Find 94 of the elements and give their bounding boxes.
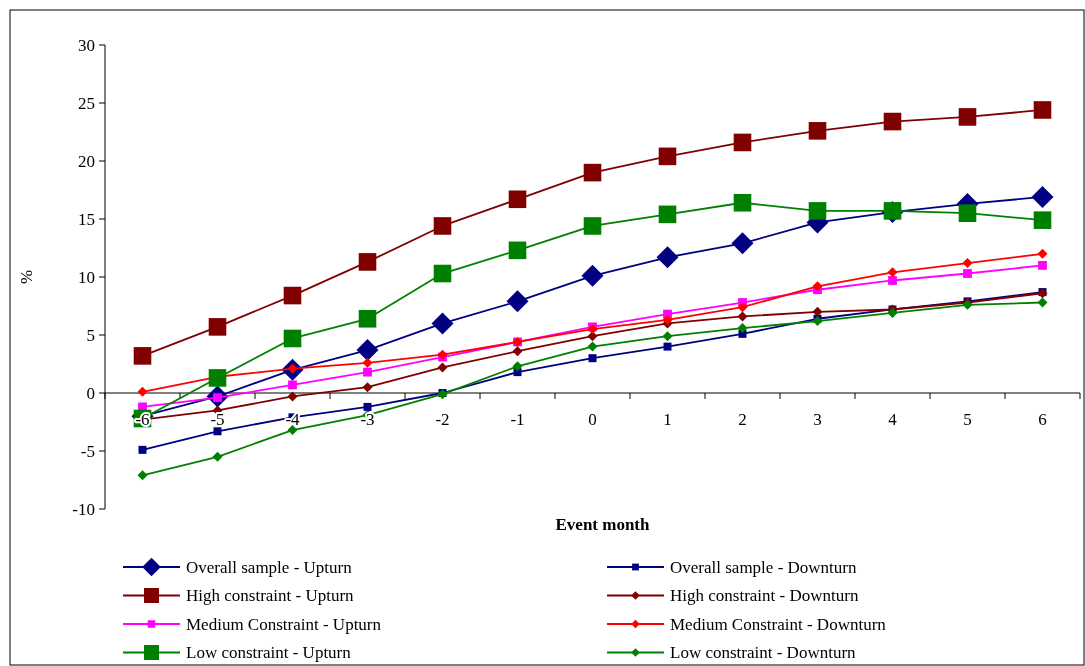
point bbox=[283, 329, 302, 348]
point bbox=[137, 470, 148, 481]
point bbox=[283, 286, 302, 305]
point bbox=[808, 122, 827, 140]
x-tick-label: -1 bbox=[510, 410, 525, 429]
point bbox=[658, 205, 677, 224]
x-tick-label: -6 bbox=[135, 410, 150, 429]
point bbox=[138, 445, 147, 454]
legend-label: Medium Constraint - Downturn bbox=[670, 614, 887, 634]
x-tick-label: 1 bbox=[663, 410, 672, 429]
point bbox=[288, 380, 297, 390]
x-tick-label: 0 bbox=[588, 410, 597, 429]
point bbox=[962, 258, 973, 269]
point bbox=[883, 112, 902, 131]
point bbox=[812, 281, 823, 292]
legend-label: High constraint - Upturn bbox=[186, 586, 355, 606]
point bbox=[1033, 101, 1052, 119]
legend-label: High constraint - Downturn bbox=[670, 586, 859, 606]
point bbox=[658, 147, 677, 166]
y-tick-label: -5 bbox=[80, 441, 95, 461]
point bbox=[1037, 248, 1048, 259]
point bbox=[212, 451, 223, 462]
point bbox=[662, 331, 673, 342]
point bbox=[137, 386, 148, 397]
x-tick-label: 4 bbox=[888, 410, 898, 429]
point bbox=[963, 269, 972, 278]
point bbox=[431, 312, 454, 335]
point bbox=[583, 217, 602, 235]
legend-label: Low constraint - Upturn bbox=[186, 643, 352, 663]
y-axis-title: % bbox=[17, 269, 36, 285]
point bbox=[663, 342, 672, 351]
point bbox=[662, 314, 673, 325]
legend-label: Overall sample - Downturn bbox=[670, 557, 857, 577]
point bbox=[887, 267, 898, 278]
legend-label: Low constraint - Downturn bbox=[670, 643, 857, 663]
x-tick-label: -5 bbox=[210, 410, 225, 429]
point bbox=[737, 323, 748, 334]
point bbox=[287, 391, 298, 402]
point bbox=[958, 108, 977, 126]
y-tick-label: -10 bbox=[72, 499, 95, 519]
point bbox=[208, 318, 227, 336]
point bbox=[363, 402, 372, 411]
point bbox=[362, 382, 373, 393]
point bbox=[588, 354, 597, 363]
x-tick-label: 3 bbox=[813, 410, 822, 429]
point bbox=[581, 264, 604, 287]
point bbox=[888, 276, 897, 285]
x-axis-title: Event month bbox=[555, 515, 651, 534]
point bbox=[737, 302, 748, 313]
x-tick-label: 5 bbox=[963, 410, 972, 429]
point bbox=[731, 232, 754, 255]
point bbox=[362, 357, 373, 368]
point bbox=[1031, 185, 1054, 208]
point bbox=[433, 264, 452, 283]
point bbox=[583, 163, 602, 182]
legend-label: Medium Constraint - Upturn bbox=[186, 614, 382, 634]
y-tick-label: 10 bbox=[78, 267, 95, 287]
point bbox=[213, 427, 222, 436]
point bbox=[356, 339, 379, 362]
point bbox=[508, 241, 527, 260]
x-tick-label: 6 bbox=[1038, 410, 1047, 429]
point bbox=[883, 202, 902, 220]
point bbox=[363, 367, 372, 377]
y-tick-label: 15 bbox=[78, 209, 95, 229]
point bbox=[512, 361, 523, 372]
x-tick-label: 2 bbox=[738, 410, 747, 429]
point bbox=[958, 204, 977, 222]
point bbox=[1037, 297, 1048, 308]
point bbox=[733, 133, 752, 152]
point bbox=[812, 306, 823, 317]
point bbox=[812, 316, 823, 327]
point bbox=[1033, 211, 1052, 229]
point bbox=[437, 362, 448, 373]
point bbox=[208, 369, 227, 387]
point bbox=[656, 246, 679, 269]
point bbox=[133, 347, 152, 365]
point bbox=[358, 309, 377, 328]
point bbox=[506, 290, 529, 313]
point bbox=[587, 341, 598, 352]
legend-label: Overall sample - Upturn bbox=[186, 557, 353, 577]
point bbox=[737, 311, 748, 322]
y-tick-label: 0 bbox=[86, 383, 95, 403]
y-tick-label: 30 bbox=[78, 35, 95, 55]
point bbox=[508, 190, 527, 209]
point bbox=[358, 253, 377, 271]
point bbox=[512, 346, 523, 357]
y-tick-label: 20 bbox=[78, 151, 95, 171]
point bbox=[1038, 261, 1047, 270]
y-tick-label: 5 bbox=[86, 325, 95, 345]
point bbox=[808, 202, 827, 220]
x-tick-label: -2 bbox=[435, 410, 450, 429]
y-tick-label: 25 bbox=[78, 93, 95, 113]
point bbox=[733, 193, 752, 212]
point bbox=[433, 217, 452, 235]
